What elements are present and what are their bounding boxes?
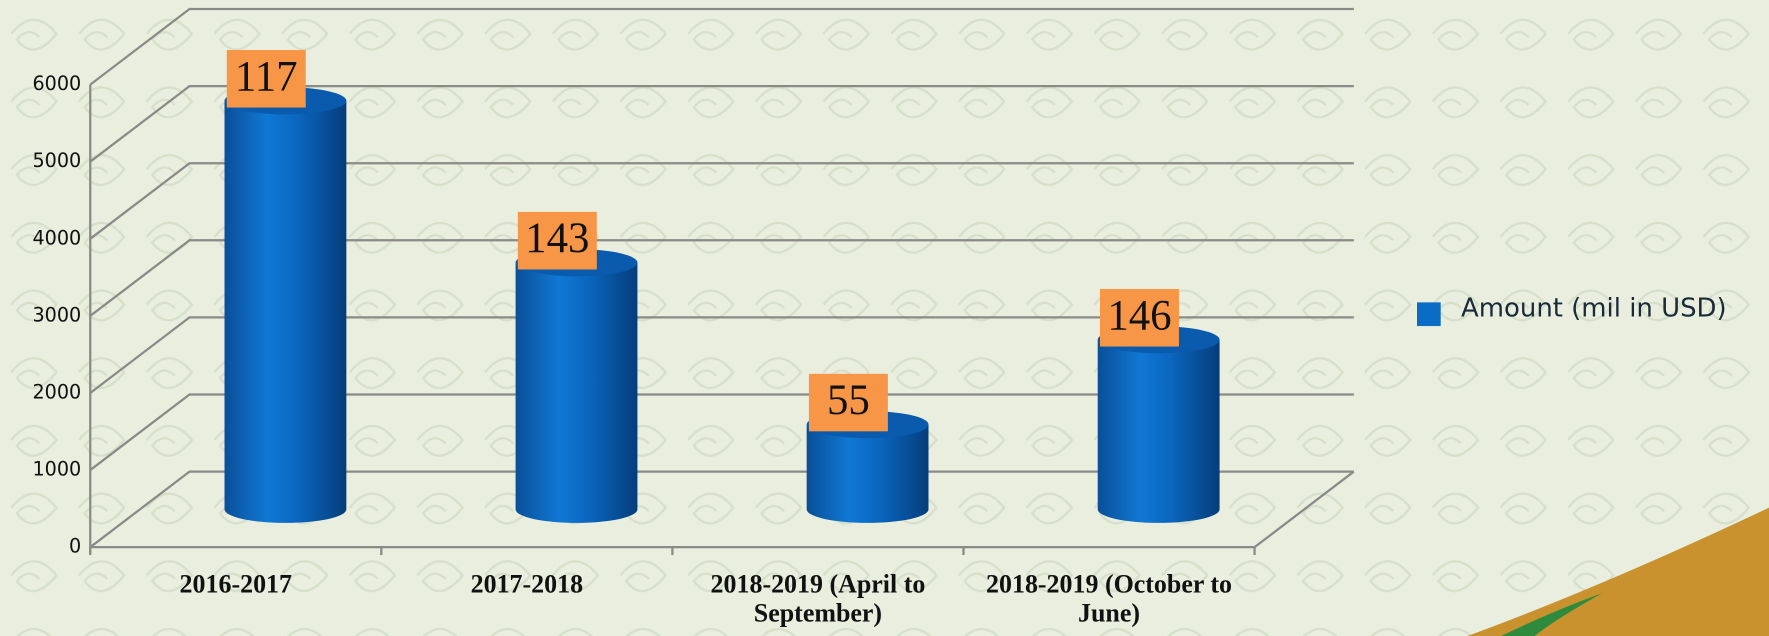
bar-body [807, 425, 929, 523]
bar-label: 146 [1107, 292, 1171, 339]
bar [225, 87, 347, 523]
y-tick-label: 1000 [32, 458, 81, 481]
y-tick-label: 4000 [32, 226, 81, 249]
y-tick-label: 6000 [32, 72, 81, 95]
bar-body [1098, 340, 1220, 523]
bar-label: 55 [827, 377, 870, 424]
chart: Amount (mil in USD) 0 1000 2000 3000 4000 500… [0, 0, 1769, 636]
x-tick-label: 2018-2019 (April to September) [677, 570, 959, 629]
x-tick-label: 2017-2018 [386, 570, 668, 599]
x-tick-label: 2018-2019 (October to June) [985, 570, 1233, 629]
legend-label: Amount (mil in USD) [1461, 294, 1727, 324]
y-tick-label: 2000 [32, 380, 81, 403]
page: Amount (mil in USD) 0 1000 2000 3000 4000 500… [0, 0, 1769, 636]
stage: Amount (mil in USD) 0 1000 2000 3000 4000 500… [0, 0, 1769, 636]
bar [516, 249, 638, 523]
bar-label: 117 [235, 53, 298, 100]
bar [1098, 326, 1220, 523]
y-tick-label: 3000 [32, 303, 81, 326]
legend-swatch [1417, 302, 1441, 326]
bar-body [225, 101, 347, 523]
x-tick-label: 2016-2017 [95, 570, 377, 599]
bar-label: 143 [525, 215, 589, 262]
y-tick-label: 5000 [32, 149, 81, 172]
y-tick-label: 0 [69, 535, 81, 558]
bar-body [516, 263, 638, 523]
